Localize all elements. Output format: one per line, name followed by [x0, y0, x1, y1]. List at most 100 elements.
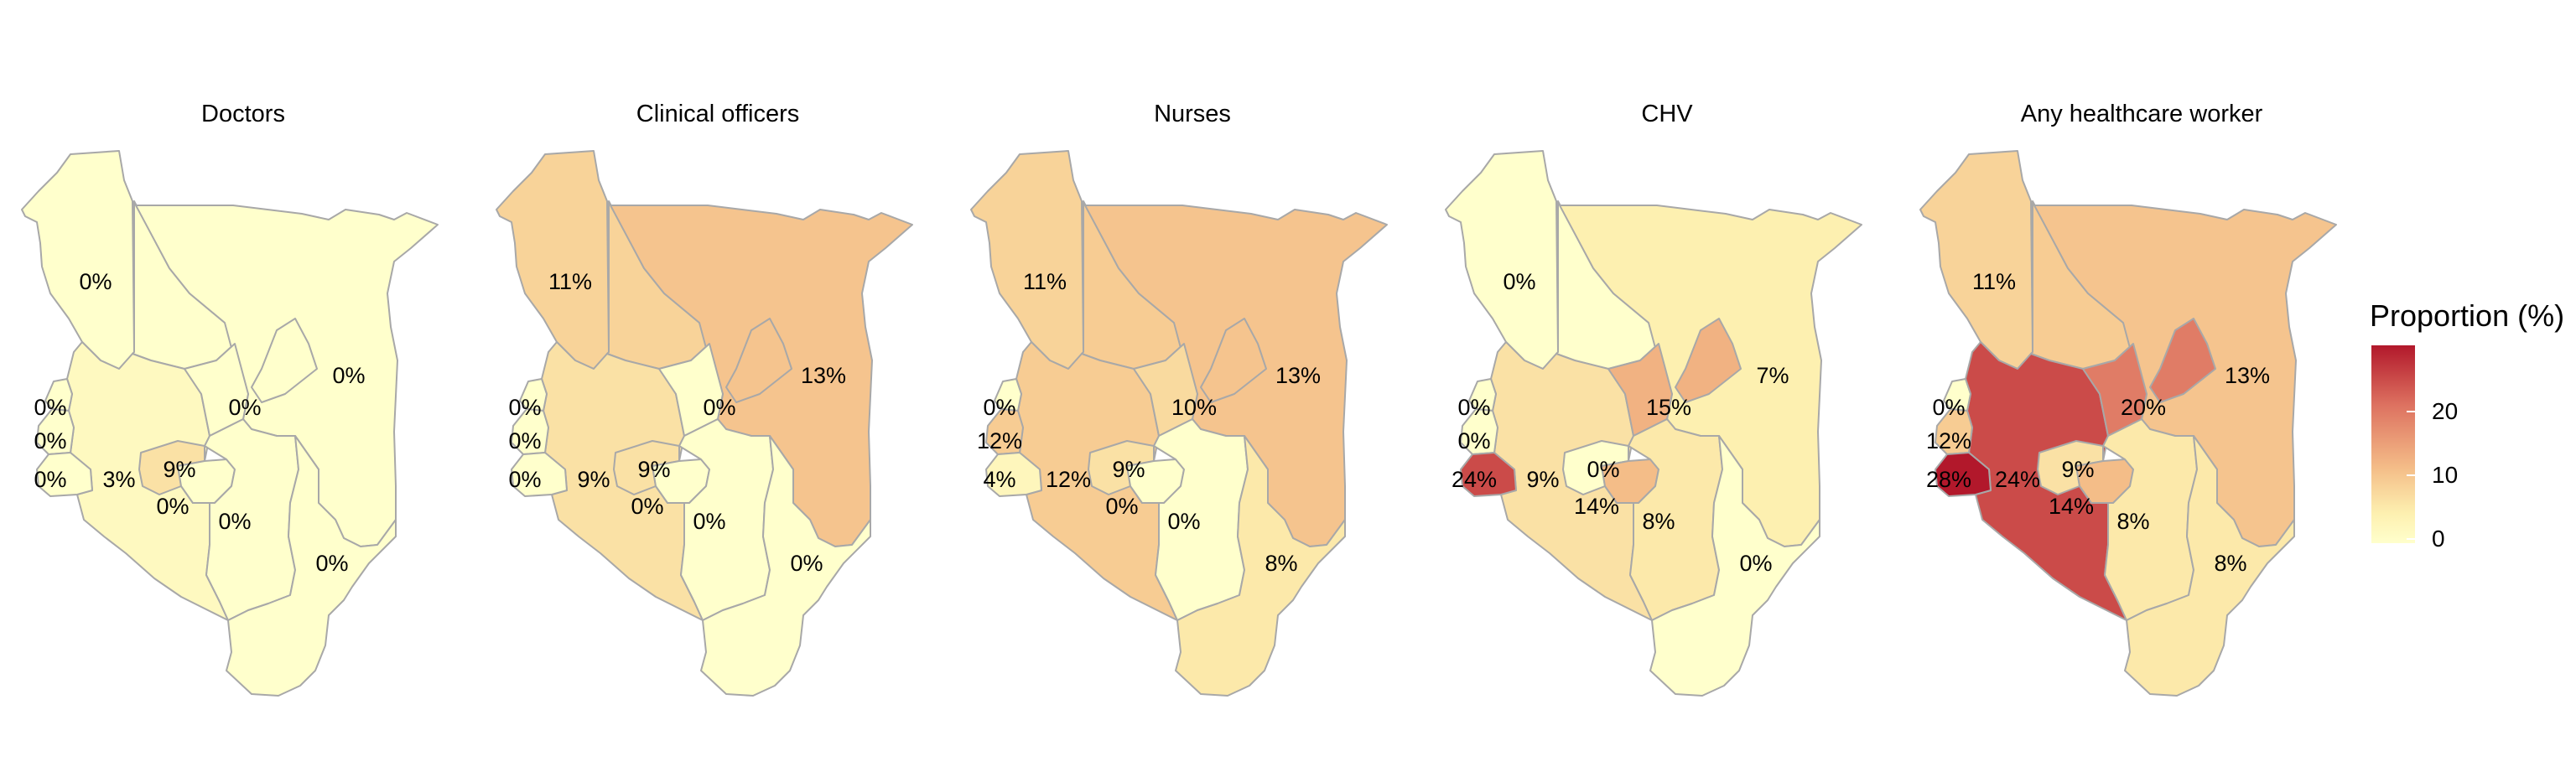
region-central-north	[658, 343, 724, 437]
region-northwest	[496, 150, 610, 370]
region-western-c	[511, 452, 568, 497]
region-label-northwest: 11%	[1023, 269, 1067, 294]
region-label-eastern: 0%	[693, 509, 725, 534]
region-label-western-b: 0%	[508, 428, 541, 453]
region-label-rift-south: 3%	[102, 467, 135, 492]
region-label-central: 9%	[163, 457, 195, 482]
region-label-central-north: 0%	[228, 395, 261, 420]
region-northwest	[1445, 150, 1559, 370]
region-label-eastern: 0%	[1167, 509, 1200, 534]
region-central-north	[1133, 343, 1198, 437]
region-label-coast: 8%	[1265, 551, 1297, 576]
region-label-western-a: 0%	[1932, 395, 1965, 420]
region-label-western-a: 0%	[983, 395, 1015, 420]
region-label-eastern: 8%	[2116, 509, 2149, 534]
region-label-northeast: 7%	[1756, 363, 1789, 388]
region-central-north	[1607, 343, 1673, 437]
panel-title: Clinical officers	[636, 101, 800, 127]
legend-tick-label: 0	[2432, 526, 2445, 552]
region-label-eastern: 8%	[1642, 509, 1675, 534]
region-western-c	[985, 452, 1042, 497]
region-northeast-center	[2149, 318, 2216, 403]
region-label-northwest: 0%	[1503, 269, 1535, 294]
region-western-c	[1935, 452, 1992, 497]
map-doctors: 0% 0% 0% 0% 0% 3% 0% 9% 0% 0% 0%	[21, 150, 439, 697]
region-label-central: 9%	[1112, 457, 1145, 482]
region-label-nairobi: 0%	[631, 494, 663, 519]
panel-nurses: Nurses 11% 13% 0% 12% 4% 12% 10% 9% 0% 0% 8%	[949, 0, 1436, 772]
panel-doctors: Doctors 0% 0% 0% 0% 0% 3% 0% 9% 0% 0% 0%	[0, 0, 486, 772]
panel-title: CHV	[1641, 101, 1693, 127]
region-label-western-c: 28%	[1926, 467, 1971, 492]
region-coast	[226, 435, 397, 697]
region-label-western-b: 0%	[34, 428, 66, 453]
panel-title: Doctors	[201, 101, 285, 127]
legend-colorbar	[2371, 345, 2415, 543]
region-label-nairobi: 0%	[156, 494, 189, 519]
region-label-eastern: 0%	[218, 509, 251, 534]
region-label-western-b: 0%	[1457, 428, 1490, 453]
panel-chv: CHV 0% 7% 0% 0% 24% 9% 15% 0% 14% 8% 0%	[1424, 0, 1910, 772]
region-coast	[1649, 435, 1820, 697]
region-label-western-c: 0%	[508, 467, 541, 492]
region-label-northeast: 13%	[801, 363, 846, 388]
panel-any-healthcare-worker: Any healthcare worker 11% 13% 0% 12% 28% 24% 2…	[1898, 0, 2385, 772]
region-label-northwest: 11%	[1972, 269, 2016, 294]
region-central-north	[2082, 343, 2148, 437]
region-label-rift-south: 24%	[1995, 467, 2040, 492]
region-northeast-center	[1200, 318, 1267, 403]
region-northeast-center	[725, 318, 792, 403]
region-label-western-b: 12%	[977, 428, 1022, 453]
region-label-nairobi: 0%	[1105, 494, 1138, 519]
region-label-western-c: 0%	[34, 467, 66, 492]
legend-title: Proportion (%)	[2370, 298, 2565, 333]
region-coast	[2124, 435, 2295, 697]
region-label-western-b: 12%	[1926, 428, 1971, 453]
region-western-c	[36, 452, 93, 497]
map-nurses: 11% 13% 0% 12% 4% 12% 10% 9% 0% 0% 8%	[970, 150, 1388, 697]
region-label-northeast: 0%	[332, 363, 365, 388]
legend-tick-mark	[2407, 411, 2415, 412]
region-label-rift-south: 12%	[1046, 467, 1091, 492]
region-western-c	[1460, 452, 1517, 497]
map-clinical-officers: 11% 13% 0% 0% 0% 9% 0% 9% 0% 0% 0%	[496, 150, 913, 697]
region-label-central-north: 0%	[703, 395, 735, 420]
panel-title: Any healthcare worker	[2020, 101, 2263, 127]
region-northwest	[21, 150, 135, 370]
region-northeast-center	[251, 318, 318, 403]
region-label-northeast: 13%	[2225, 363, 2270, 388]
legend-tick-label: 10	[2432, 462, 2459, 488]
region-label-central: 9%	[2061, 457, 2094, 482]
region-label-western-a: 0%	[508, 395, 541, 420]
region-northeast-center	[1675, 318, 1742, 403]
legend-tick-label: 20	[2432, 398, 2459, 424]
region-label-northwest: 0%	[79, 269, 112, 294]
region-central-north	[184, 343, 249, 437]
legend-tick-mark	[2407, 538, 2415, 540]
region-label-coast: 0%	[1739, 551, 1772, 576]
region-label-coast: 8%	[2214, 551, 2246, 576]
region-northwest	[1919, 150, 2033, 370]
panel-clinical-officers: Clinical officers 11% 13% 0% 0% 0% 9% 0% 9% 0% 0%…	[475, 0, 961, 772]
region-label-coast: 0%	[790, 551, 823, 576]
region-northwest	[970, 150, 1084, 370]
region-label-rift-south: 9%	[1526, 467, 1559, 492]
region-label-coast: 0%	[315, 551, 348, 576]
region-label-western-a: 0%	[34, 395, 66, 420]
region-coast	[700, 435, 871, 697]
region-label-western-c: 4%	[983, 467, 1015, 492]
region-label-rift-south: 9%	[577, 467, 610, 492]
region-label-central-north: 20%	[2121, 395, 2166, 420]
region-label-western-a: 0%	[1457, 395, 1490, 420]
region-label-central: 9%	[637, 457, 670, 482]
panel-title: Nurses	[1154, 101, 1231, 127]
region-label-central: 0%	[1587, 457, 1619, 482]
region-label-nairobi: 14%	[2049, 494, 2094, 519]
map-any-healthcare-worker: 11% 13% 0% 12% 28% 24% 20% 9% 14% 8% 8%	[1919, 150, 2337, 697]
region-label-central-north: 15%	[1646, 395, 1691, 420]
map-chv: 0% 7% 0% 0% 24% 9% 15% 0% 14% 8% 0%	[1445, 150, 1862, 697]
legend-tick-mark	[2407, 474, 2415, 476]
region-label-central-north: 10%	[1171, 395, 1217, 420]
region-label-western-c: 24%	[1452, 467, 1497, 492]
region-label-nairobi: 14%	[1574, 494, 1619, 519]
